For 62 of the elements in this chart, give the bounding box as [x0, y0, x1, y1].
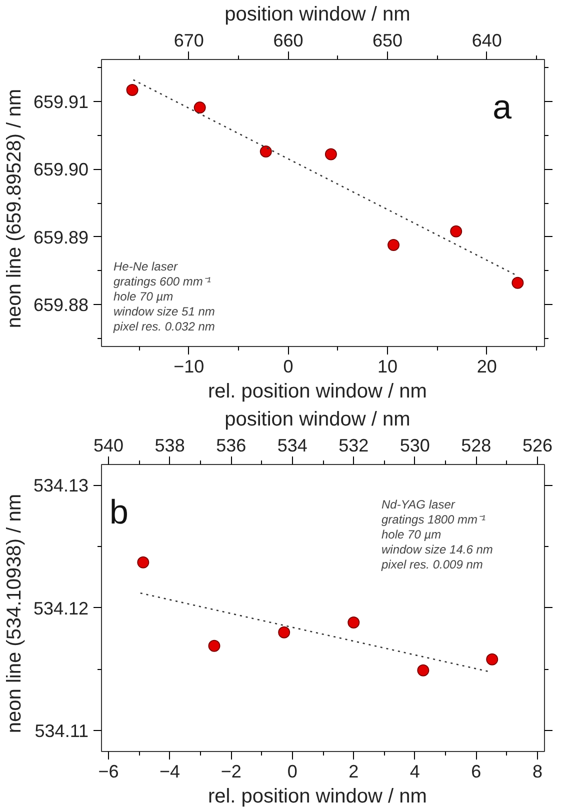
- point: [348, 616, 360, 629]
- x2-tick-label: 536: [216, 436, 246, 456]
- y-axis-title: neon line (534.10938) / nm: [3, 494, 26, 734]
- x-tick-label: 2: [348, 762, 359, 782]
- x-tick-label: 10: [378, 356, 398, 376]
- annotation: He-Ne laser: [114, 260, 179, 274]
- point: [450, 225, 462, 238]
- x-tick-label: −6: [98, 762, 119, 782]
- annotation: pixel res. 0.009 nm: [380, 558, 483, 572]
- x2-tick-label: 526: [522, 436, 552, 456]
- x2-tick-label: 532: [338, 436, 369, 456]
- x2-tick-label: 660: [273, 30, 304, 50]
- point: [208, 640, 220, 652]
- x2-tick-label: 670: [174, 30, 204, 50]
- x-tick-label: 0: [283, 356, 294, 376]
- point: [417, 664, 430, 676]
- annotation: b: [110, 494, 128, 532]
- point: [260, 146, 272, 158]
- annotation: gratings 1800 mm⁻¹: [382, 512, 486, 526]
- annotation: Nd-YAG laser: [382, 498, 456, 512]
- x2-tick-label: 530: [400, 436, 430, 456]
- x2-tick-label: 650: [372, 30, 403, 50]
- x2-axis-title: position window / nm: [224, 4, 410, 26]
- y-tick-label: 659.91: [33, 92, 89, 112]
- point: [278, 626, 290, 638]
- x2-tick-label: 538: [154, 436, 185, 456]
- x-tick-label: 8: [532, 762, 542, 782]
- annotation: a: [492, 88, 512, 126]
- point: [388, 238, 400, 251]
- x-axis-title: rel. position window / nm: [208, 786, 427, 808]
- x-tick-label: 0: [287, 762, 298, 782]
- point: [324, 148, 337, 160]
- annotation: hole 70 µm: [114, 290, 174, 304]
- annotation: gratings 600 mm⁻¹: [114, 274, 211, 288]
- x-tick-label: 6: [471, 762, 482, 782]
- annotation: window size 14.6 nm: [382, 542, 493, 556]
- point: [512, 276, 524, 289]
- x-tick-label: −10: [174, 356, 204, 376]
- annotation: pixel res. 0.032 nm: [112, 320, 215, 334]
- x-axis-title: rel. position window / nm: [208, 380, 427, 402]
- point: [126, 84, 138, 96]
- x2-tick-label: 534: [277, 436, 308, 456]
- y-tick-label: 534.12: [33, 598, 89, 618]
- x2-axis-title: position window / nm: [224, 408, 410, 430]
- y-tick-label: 659.90: [33, 160, 89, 180]
- point: [486, 653, 498, 666]
- point: [194, 102, 206, 114]
- annotation: window size 51 nm: [114, 304, 215, 318]
- y-tick-label: 659.88: [33, 295, 89, 316]
- annotation: hole 70 µm: [382, 528, 442, 542]
- y-tick-label: 534.11: [34, 721, 88, 742]
- x2-tick-label: 540: [94, 436, 124, 456]
- x-tick-label: −2: [220, 762, 242, 782]
- x-tick-label: 4: [410, 762, 420, 782]
- y-axis-title: neon line (659.89528) / nm: [3, 89, 26, 328]
- point: [137, 556, 150, 568]
- y-tick-label: 659.89: [33, 227, 89, 248]
- x-tick-label: −4: [160, 762, 180, 782]
- x-tick-label: 20: [476, 356, 497, 376]
- x2-tick-label: 528: [461, 436, 492, 456]
- x2-tick-label: 640: [472, 30, 502, 50]
- y-tick-label: 534.13: [33, 476, 89, 496]
